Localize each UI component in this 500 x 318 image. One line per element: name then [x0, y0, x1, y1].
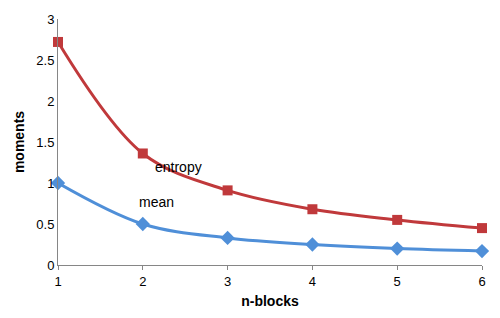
svg-text:entropy: entropy [155, 159, 202, 175]
svg-text:3: 3 [47, 12, 54, 27]
svg-text:2.5: 2.5 [36, 53, 54, 68]
svg-text:3: 3 [224, 274, 231, 289]
svg-text:1: 1 [54, 274, 61, 289]
svg-text:1.5: 1.5 [36, 135, 54, 150]
svg-text:5: 5 [394, 274, 401, 289]
svg-text:moments: moments [11, 111, 27, 173]
svg-text:1: 1 [47, 176, 54, 191]
svg-text:6: 6 [478, 274, 485, 289]
svg-text:0: 0 [47, 258, 54, 273]
svg-text:n-blocks: n-blocks [241, 293, 299, 309]
svg-text:4: 4 [309, 274, 316, 289]
svg-text:mean: mean [139, 194, 174, 210]
svg-text:2: 2 [47, 94, 54, 109]
svg-text:2: 2 [139, 274, 146, 289]
svg-text:0.5: 0.5 [36, 217, 54, 232]
